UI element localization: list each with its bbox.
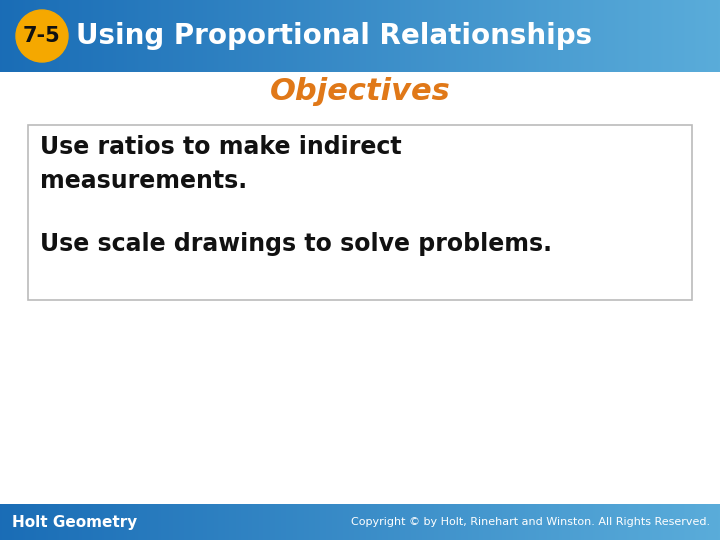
- Text: Objectives: Objectives: [269, 78, 451, 106]
- Text: Holt Geometry: Holt Geometry: [12, 515, 138, 530]
- Text: 7-5: 7-5: [23, 26, 61, 46]
- FancyBboxPatch shape: [28, 125, 692, 300]
- Text: Use ratios to make indirect
measurements.: Use ratios to make indirect measurements…: [40, 135, 402, 192]
- Text: Use scale drawings to solve problems.: Use scale drawings to solve problems.: [40, 232, 552, 256]
- Text: Copyright © by Holt, Rinehart and Winston. All Rights Reserved.: Copyright © by Holt, Rinehart and Winsto…: [351, 517, 710, 527]
- Text: Using Proportional Relationships: Using Proportional Relationships: [76, 22, 592, 50]
- Circle shape: [16, 10, 68, 62]
